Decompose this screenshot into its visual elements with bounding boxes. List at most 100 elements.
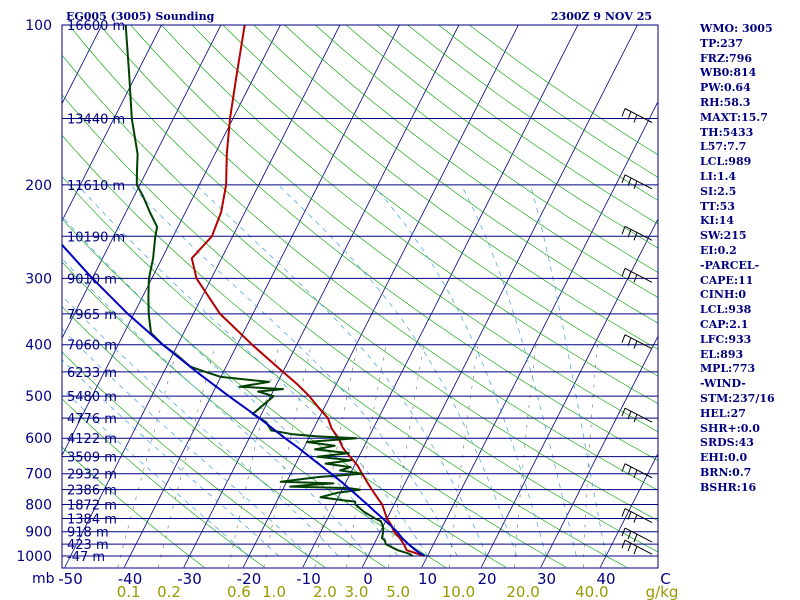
index-item: MPL:773	[700, 362, 756, 376]
temperature-tick-label: C	[660, 570, 670, 588]
height-label: 4776 m	[67, 412, 117, 427]
height-label: 5480 m	[67, 390, 117, 405]
index-item: -WIND-	[700, 377, 746, 391]
index-item: CINH:0	[700, 288, 747, 302]
isotherm-line	[64, 25, 341, 568]
index-item: LFC:933	[700, 332, 752, 346]
temperature-tick-label: 40	[596, 570, 615, 588]
pressure-tick-label: 800	[25, 498, 52, 514]
wind-barb	[621, 334, 653, 350]
temperature-tick-label: -40	[118, 570, 143, 588]
temperature-tick-label: 0	[363, 570, 373, 588]
index-item: TH:5433	[700, 125, 754, 139]
parcel-profile-line	[62, 243, 426, 557]
index-item: WB0:814	[700, 66, 757, 80]
wind-barb	[621, 463, 653, 479]
plot-frame	[61, 24, 659, 569]
stability-indices-panel: WMO: 3005 TP:237 FRZ:796 WB0:814 PW:0.64 RH:5…	[700, 22, 800, 496]
pressure-tick-label: 200	[25, 178, 52, 194]
height-label: 7965 m	[67, 308, 117, 323]
index-item: SI:2.5	[700, 184, 737, 198]
isotherm-line	[62, 25, 103, 105]
height-label: 423 m	[67, 538, 109, 553]
height-label: 2932 m	[67, 468, 117, 483]
index-item: KI:14	[700, 214, 735, 228]
height-label: 13440 m	[67, 113, 125, 128]
chart-title: EG005 (3005) Sounding	[66, 10, 215, 23]
moist-adiabat	[62, 215, 399, 557]
height-label: -47 m	[67, 550, 105, 565]
mixing-ratio-label: 2.0	[313, 583, 337, 600]
isotherm-line	[62, 25, 222, 340]
mixing-ratio-label: 40.0	[575, 583, 608, 600]
index-item: L57:7.7	[700, 140, 747, 154]
index-item: MAXT:15.7	[700, 110, 768, 124]
isotherm-line	[242, 25, 519, 568]
height-label: 4122 m	[67, 432, 117, 447]
index-item: EHI:0.0	[700, 451, 748, 465]
wind-barb	[621, 267, 653, 283]
temperature-profile-line	[190, 25, 425, 557]
isotherm-line	[540, 335, 658, 568]
mixing-ratio-label: 10.0	[442, 583, 475, 600]
index-item: LCL:938	[700, 303, 752, 317]
height-label: 10190 m	[67, 230, 125, 245]
temperature-tick-label: -30	[177, 570, 202, 588]
temperature-tick-label: -20	[237, 570, 262, 588]
mixing-ratio-label: 5.0	[386, 583, 410, 600]
index-item: -PARCEL-	[700, 258, 760, 272]
isotherm-line	[123, 25, 400, 568]
index-item: LCL:989	[700, 155, 752, 169]
pressure-tick-label: 900	[25, 525, 52, 541]
dry-adiabat	[62, 398, 265, 568]
pressure-tick-label: 1000	[16, 549, 52, 565]
grid-lines	[62, 25, 658, 568]
index-item: HEL:27	[700, 406, 746, 420]
moist-adiabat	[530, 184, 607, 557]
isotherm-line	[361, 25, 638, 568]
temperature-tick-label: 20	[477, 570, 496, 588]
index-item: PW:0.64	[700, 81, 751, 95]
wind-barb	[621, 539, 653, 555]
moist-adiabat	[62, 258, 369, 557]
moist-adiabat	[62, 387, 250, 557]
index-item: FRZ:796	[700, 51, 753, 65]
wind-barbs	[621, 108, 653, 555]
temperature-tick-label: 10	[418, 570, 437, 588]
index-item: BSHR:16	[700, 480, 757, 494]
wind-barb	[621, 108, 653, 123]
index-item: WMO: 3005	[700, 22, 773, 35]
pressure-tick-label: 700	[25, 467, 52, 483]
mixing-ratio-label: g/kg	[646, 583, 679, 600]
pressure-tick-label: 300	[25, 271, 52, 287]
wind-barb	[621, 508, 653, 523]
mixing-ratio-label: 20.0	[506, 583, 539, 600]
height-label: 9010 m	[67, 272, 117, 287]
isotherm-line	[599, 452, 658, 568]
pressure-tick-label: 100	[25, 18, 52, 34]
height-label: 16600 m	[67, 19, 125, 34]
mixing-ratio-line	[228, 344, 280, 568]
index-item: TT:53	[700, 199, 735, 213]
chart-time: 2300Z 9 NOV 25	[551, 10, 652, 23]
index-item: LI:1.4	[700, 169, 737, 183]
dry-adiabat	[62, 306, 386, 568]
mixing-ratio-label: 0.2	[157, 583, 181, 600]
pressure-unit-label: mb	[32, 571, 55, 587]
wind-barb	[621, 225, 653, 241]
dry-adiabat	[62, 261, 446, 568]
pressure-tick-label: 400	[25, 338, 52, 354]
mixing-ratio-label: 0.6	[227, 583, 251, 600]
height-label: 3509 m	[67, 451, 117, 466]
mixing-ratio-label: 0.1	[117, 583, 141, 600]
sounding-profiles	[62, 25, 426, 557]
isotherm-line	[62, 25, 162, 222]
pressure-tick-label: 600	[25, 431, 52, 447]
index-item: EI:0.2	[700, 243, 737, 257]
index-item: TP:237	[700, 36, 744, 50]
index-item: BRN:0.7	[700, 465, 752, 479]
dry-adiabat	[62, 446, 205, 568]
mixing-ratio-line	[263, 344, 312, 568]
height-label: 918 m	[67, 526, 109, 541]
